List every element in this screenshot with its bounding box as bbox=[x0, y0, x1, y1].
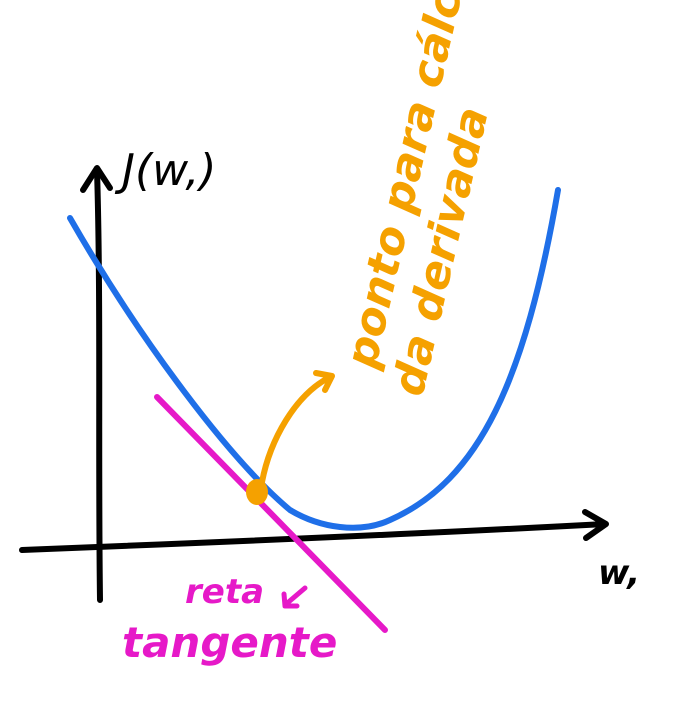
tangent-line bbox=[154, 394, 388, 633]
tangent-label-arrow bbox=[282, 585, 308, 608]
y-axis-arrowhead bbox=[80, 165, 113, 193]
x-axis-label: w, bbox=[598, 553, 640, 593]
annotation-arrow bbox=[259, 374, 333, 485]
axes bbox=[19, 165, 609, 603]
annotation-arrowhead bbox=[313, 370, 335, 393]
tangent-label-line1: reta bbox=[185, 572, 264, 612]
y-axis bbox=[94, 167, 103, 603]
y-axis-label: J(w,) bbox=[114, 145, 216, 196]
tangent-point bbox=[246, 479, 268, 505]
x-axis bbox=[19, 521, 608, 553]
x-axis-arrowhead bbox=[582, 509, 609, 541]
tangent-label-line2: tangente bbox=[122, 618, 337, 667]
tangent-label-arrowhead bbox=[281, 591, 300, 609]
loss-curve bbox=[67, 187, 561, 531]
